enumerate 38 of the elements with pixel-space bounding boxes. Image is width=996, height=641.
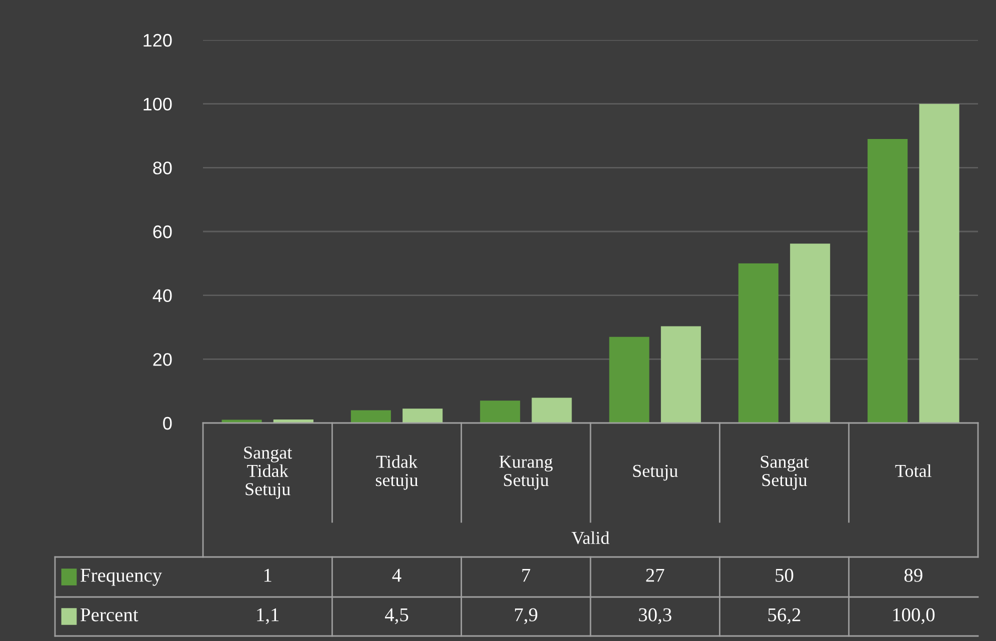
bar [868,138,908,423]
data-label: 7 [522,568,530,582]
x-tick-label: Sangat Tidak Setuju [244,446,292,499]
x-tick-label: Total [895,464,932,478]
bar [919,104,960,423]
x-tick-label: Sangat Setuju [760,456,809,490]
data-label: 1,1 [257,608,279,624]
data-label: 7,9 [515,608,538,624]
data-label: 4,5 [384,608,408,624]
y-tick-label: 60 [153,225,172,238]
y-tick-label: 0 [163,416,172,430]
data-label: 30,3 [639,608,672,624]
data-label: 50 [776,568,794,582]
y-tick-label: 40 [152,289,172,302]
y-tick-label: 20 [153,353,172,366]
data-label: 56,2 [768,608,800,624]
data-label: 27 [646,568,664,582]
bar [480,400,520,423]
x-axis-title: Valid [572,531,610,544]
data-label: 1 [264,568,272,582]
bar [532,398,572,423]
bar [402,408,443,423]
bar [660,326,701,423]
x-tick-label: Tidak setuju [376,455,418,490]
y-tick-label: 120 [144,34,172,47]
data-label: 100,0 [893,608,935,624]
data-label: 4 [392,568,402,582]
bar [738,263,778,423]
x-tick-label: Setuju [633,464,678,481]
bar [790,244,830,423]
legend-label: Percent [80,608,138,622]
x-tick-label: Kurang Setuju [499,456,553,490]
bar [609,336,650,423]
y-tick-label: 80 [153,162,172,174]
y-tick-label: 100 [144,98,172,111]
legend-label: Frequency [80,568,162,586]
data-label: 89 [904,568,922,582]
bar [350,410,391,423]
